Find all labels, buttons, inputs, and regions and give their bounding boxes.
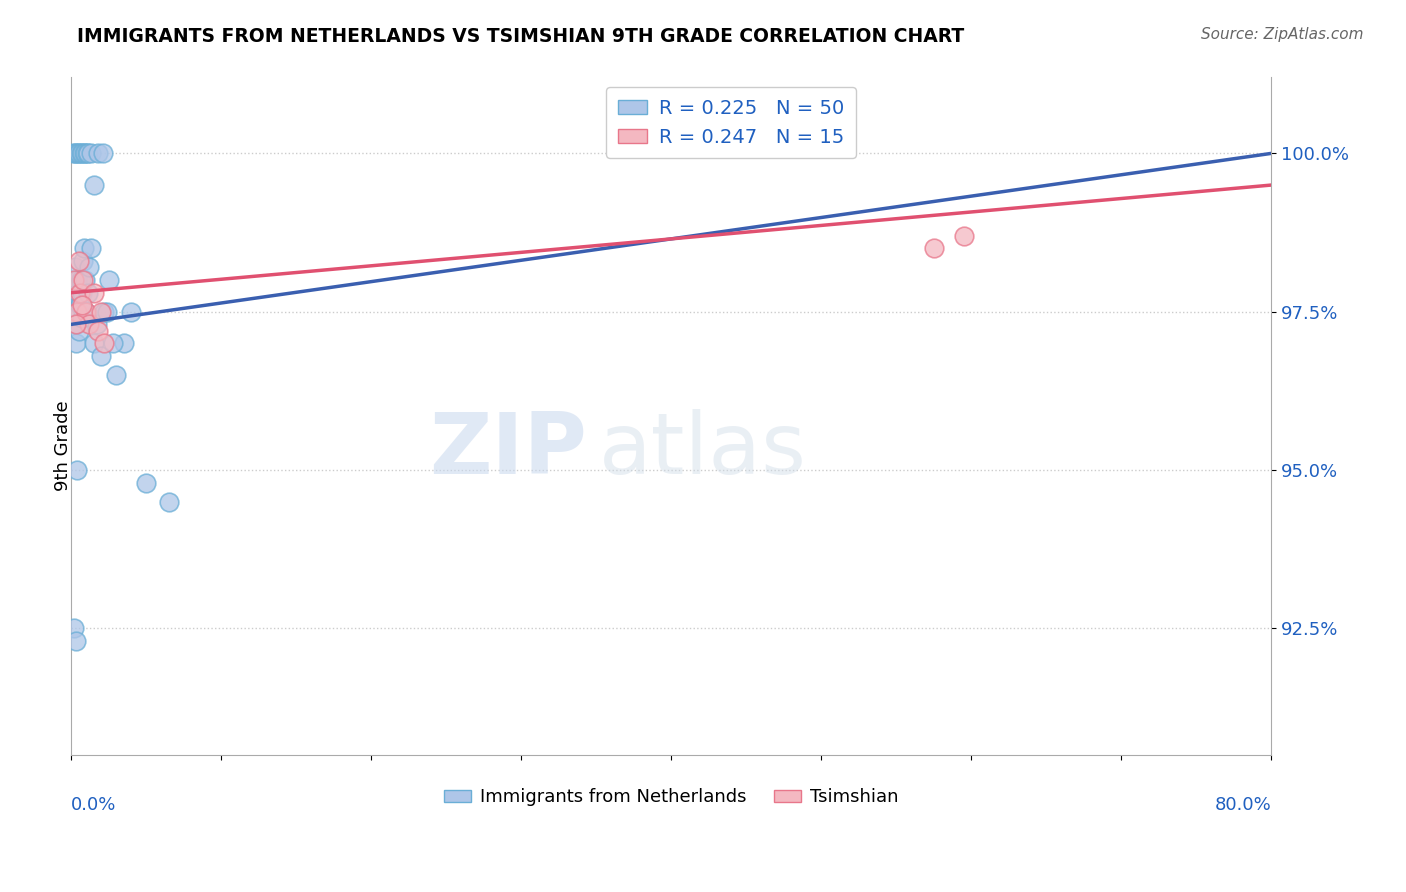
- Legend: Immigrants from Netherlands, Tsimshian: Immigrants from Netherlands, Tsimshian: [437, 781, 905, 814]
- Point: [69, 298, 91, 312]
- Point: [83, 285, 105, 300]
- Point: [952, 228, 974, 243]
- Point: [86, 318, 108, 332]
- Point: [120, 304, 142, 318]
- Point: [65, 318, 87, 332]
- Point: [65, 146, 87, 161]
- Point: [69, 285, 91, 300]
- Point: [63, 285, 86, 300]
- Point: [91, 146, 114, 161]
- Text: 80.0%: 80.0%: [1215, 796, 1271, 814]
- Point: [75, 146, 97, 161]
- Point: [80, 241, 103, 255]
- Point: [66, 285, 89, 300]
- Point: [67, 304, 90, 318]
- Point: [75, 304, 97, 318]
- Point: [93, 304, 115, 318]
- Point: [67, 254, 90, 268]
- Point: [76, 146, 98, 161]
- Point: [69, 146, 91, 161]
- Text: atlas: atlas: [599, 409, 807, 491]
- Point: [70, 146, 93, 161]
- Point: [93, 336, 115, 351]
- Text: ZIP: ZIP: [429, 409, 588, 491]
- Point: [65, 336, 87, 351]
- Point: [73, 146, 96, 161]
- Point: [97, 273, 120, 287]
- Point: [69, 324, 91, 338]
- Point: [65, 634, 87, 648]
- Point: [922, 241, 945, 255]
- Point: [77, 146, 100, 161]
- Text: Source: ZipAtlas.com: Source: ZipAtlas.com: [1201, 27, 1364, 42]
- Point: [62, 304, 84, 318]
- Point: [80, 146, 103, 161]
- Point: [112, 336, 135, 351]
- Text: IMMIGRANTS FROM NETHERLANDS VS TSIMSHIAN 9TH GRADE CORRELATION CHART: IMMIGRANTS FROM NETHERLANDS VS TSIMSHIAN…: [77, 27, 965, 45]
- Point: [65, 318, 87, 332]
- Point: [70, 273, 93, 287]
- Point: [73, 241, 96, 255]
- Point: [90, 349, 112, 363]
- Point: [72, 285, 94, 300]
- Point: [73, 273, 96, 287]
- Point: [66, 146, 89, 161]
- Point: [70, 311, 93, 326]
- Point: [75, 304, 97, 318]
- Point: [72, 254, 94, 268]
- Point: [63, 621, 86, 635]
- Text: 9th Grade: 9th Grade: [55, 401, 72, 491]
- Point: [87, 146, 110, 161]
- Point: [90, 304, 112, 318]
- Point: [87, 324, 110, 338]
- Point: [96, 304, 118, 318]
- Point: [105, 368, 128, 382]
- Text: 0.0%: 0.0%: [72, 796, 117, 814]
- Point: [70, 298, 93, 312]
- Point: [63, 273, 86, 287]
- Point: [157, 494, 180, 508]
- Point: [63, 260, 86, 275]
- Point: [66, 304, 89, 318]
- Point: [72, 273, 94, 287]
- Point: [83, 336, 105, 351]
- Point: [83, 178, 105, 192]
- Point: [77, 260, 100, 275]
- Point: [77, 318, 100, 332]
- Point: [66, 273, 89, 287]
- Point: [62, 146, 84, 161]
- Point: [76, 285, 98, 300]
- Point: [66, 463, 89, 477]
- Point: [135, 475, 157, 490]
- Point: [63, 146, 86, 161]
- Point: [103, 336, 125, 351]
- Point: [72, 146, 94, 161]
